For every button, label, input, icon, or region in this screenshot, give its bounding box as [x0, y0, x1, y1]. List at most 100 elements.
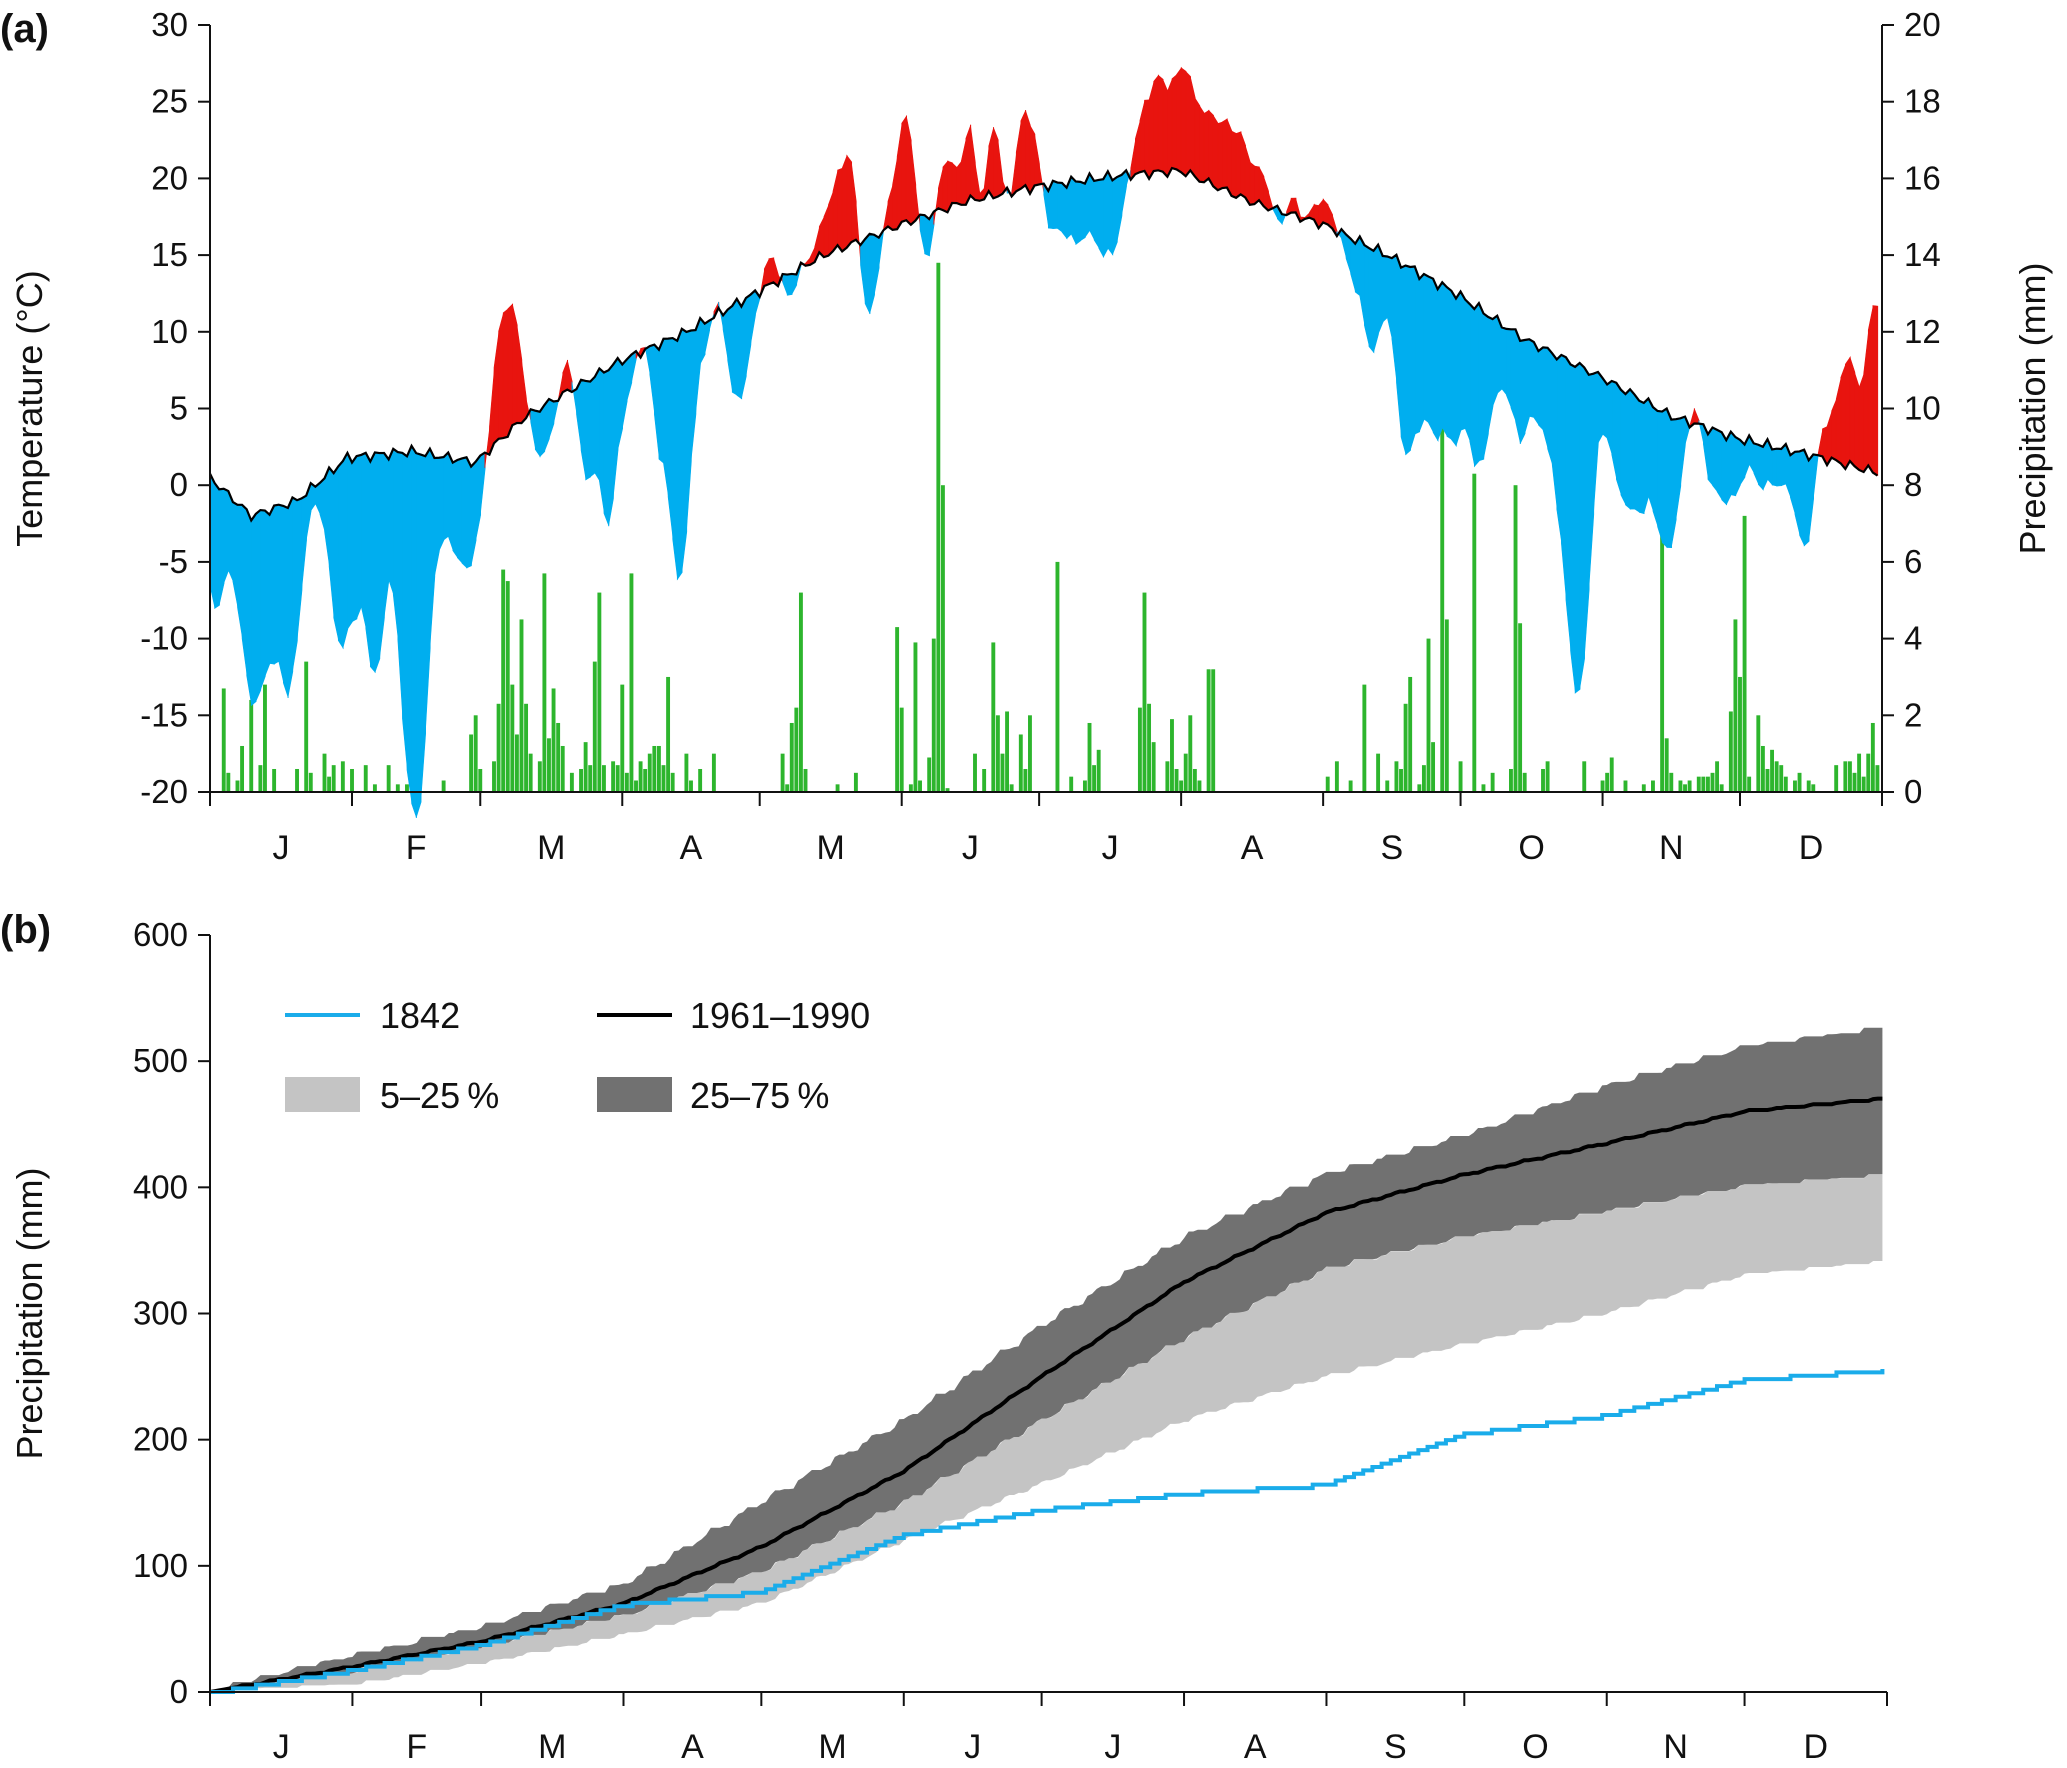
below-normal-fill — [402, 452, 408, 770]
below-normal-fill — [722, 308, 729, 361]
precipitation-bar — [547, 738, 551, 792]
below-normal-fill — [1112, 176, 1118, 256]
precipitation-bar — [1678, 780, 1683, 792]
below-normal-fill — [347, 452, 353, 631]
precipitation-bar — [226, 772, 231, 792]
precipitation-bar — [1421, 765, 1426, 792]
below-normal-fill — [1451, 289, 1457, 448]
below-normal-fill — [1675, 417, 1682, 520]
legend: 1842 1961–1990 5–25 % 25–75 % — [285, 995, 870, 1116]
panel-b-label: (b) — [0, 908, 51, 952]
precipitation-bar — [1738, 676, 1742, 792]
panel-b-month-label: D — [1804, 1728, 1829, 1766]
above-normal-fill — [1845, 356, 1851, 470]
below-normal-fill — [1446, 286, 1453, 441]
above-normal-fill — [818, 216, 825, 258]
above-normal-fill — [832, 169, 839, 253]
above-normal-fill — [828, 191, 834, 257]
below-normal-fill — [699, 317, 706, 365]
below-normal-fill — [447, 452, 454, 551]
above-normal-fill — [1176, 66, 1182, 173]
precipitation-bar — [620, 684, 625, 792]
below-normal-fill — [1121, 169, 1127, 216]
above-normal-fill — [1190, 76, 1196, 178]
above-normal-fill — [516, 325, 523, 424]
below-normal-fill — [379, 452, 385, 659]
below-normal-fill — [571, 381, 578, 415]
precipitation-bar — [1669, 772, 1674, 792]
below-normal-fill — [282, 505, 289, 699]
above-normal-fill — [493, 331, 500, 444]
above-normal-fill — [993, 127, 999, 199]
below-normal-fill — [731, 297, 738, 396]
precipitation-bar — [995, 715, 1000, 792]
panel-b-y-tick-label: 400 — [133, 1168, 188, 1205]
precipitation-bar — [441, 780, 446, 792]
precipitation-bar — [1399, 768, 1403, 792]
below-normal-fill — [1565, 356, 1572, 651]
precipitation-bar — [1683, 784, 1687, 792]
below-normal-fill — [1634, 393, 1640, 513]
precipitation-bar — [1793, 780, 1797, 792]
above-normal-fill — [1322, 198, 1329, 225]
above-normal-fill — [1135, 120, 1141, 175]
precipitation-bar — [615, 765, 620, 792]
precipitation-tick-label: 20 — [1904, 6, 1941, 43]
precipitation-bar — [1870, 722, 1875, 792]
precipitation-bar — [592, 661, 597, 792]
precipitation-bar — [1660, 489, 1665, 792]
precipitation-bar — [1834, 765, 1839, 792]
below-normal-fill — [681, 328, 688, 573]
below-normal-fill — [1661, 408, 1668, 549]
precipitation-bar — [1806, 780, 1811, 792]
below-normal-fill — [1812, 454, 1819, 499]
precipitation-bar — [556, 722, 561, 792]
above-normal-fill — [915, 184, 921, 230]
below-normal-fill — [1116, 174, 1123, 242]
precipitation-bar — [629, 573, 634, 792]
above-normal-fill — [896, 123, 903, 231]
panel-b-month-label: M — [538, 1728, 566, 1766]
precipitation-bar — [611, 761, 616, 792]
below-normal-fill — [548, 398, 555, 439]
month-label: O — [1518, 829, 1544, 867]
below-normal-fill — [370, 452, 376, 674]
above-normal-fill — [1208, 109, 1214, 188]
below-normal-fill — [1803, 449, 1810, 547]
precipitation-bar — [789, 722, 794, 792]
below-normal-fill — [1556, 354, 1563, 544]
panel-b-month-label: J — [964, 1728, 981, 1766]
below-normal-fill — [1606, 380, 1613, 455]
precipitation-bar — [698, 768, 703, 792]
below-normal-fill — [1460, 290, 1466, 431]
below-normal-fill — [1538, 346, 1544, 431]
below-normal-fill — [1753, 442, 1760, 485]
line-1842 — [210, 1369, 1885, 1694]
above-normal-fill — [1015, 120, 1022, 192]
below-normal-fill — [1414, 266, 1421, 435]
above-normal-fill — [887, 184, 894, 231]
precipitation-bar — [1664, 738, 1669, 792]
below-normal-fill — [873, 234, 880, 295]
below-normal-fill — [260, 509, 266, 691]
below-normal-fill — [672, 337, 678, 580]
below-normal-fill — [264, 509, 271, 677]
precipitation-bar — [1545, 761, 1550, 792]
below-normal-fill — [695, 317, 701, 415]
below-normal-fill — [1441, 281, 1448, 438]
below-normal-fill — [324, 467, 330, 567]
precipitation-bar — [918, 780, 922, 792]
precipitation-bar — [1005, 711, 1010, 792]
below-normal-fill — [612, 357, 619, 499]
above-normal-fill — [1180, 67, 1187, 177]
legend-label-25-75: 25–75 % — [690, 1075, 829, 1116]
precipitation-bar — [785, 784, 790, 792]
below-normal-fill — [594, 367, 601, 483]
below-normal-fill — [1382, 255, 1388, 323]
temperature-tick-label: 30 — [151, 6, 188, 43]
precipitation-bar — [973, 753, 977, 792]
below-normal-fill — [214, 482, 220, 610]
precipitation-bar — [711, 753, 716, 792]
above-normal-fill — [1148, 81, 1155, 180]
